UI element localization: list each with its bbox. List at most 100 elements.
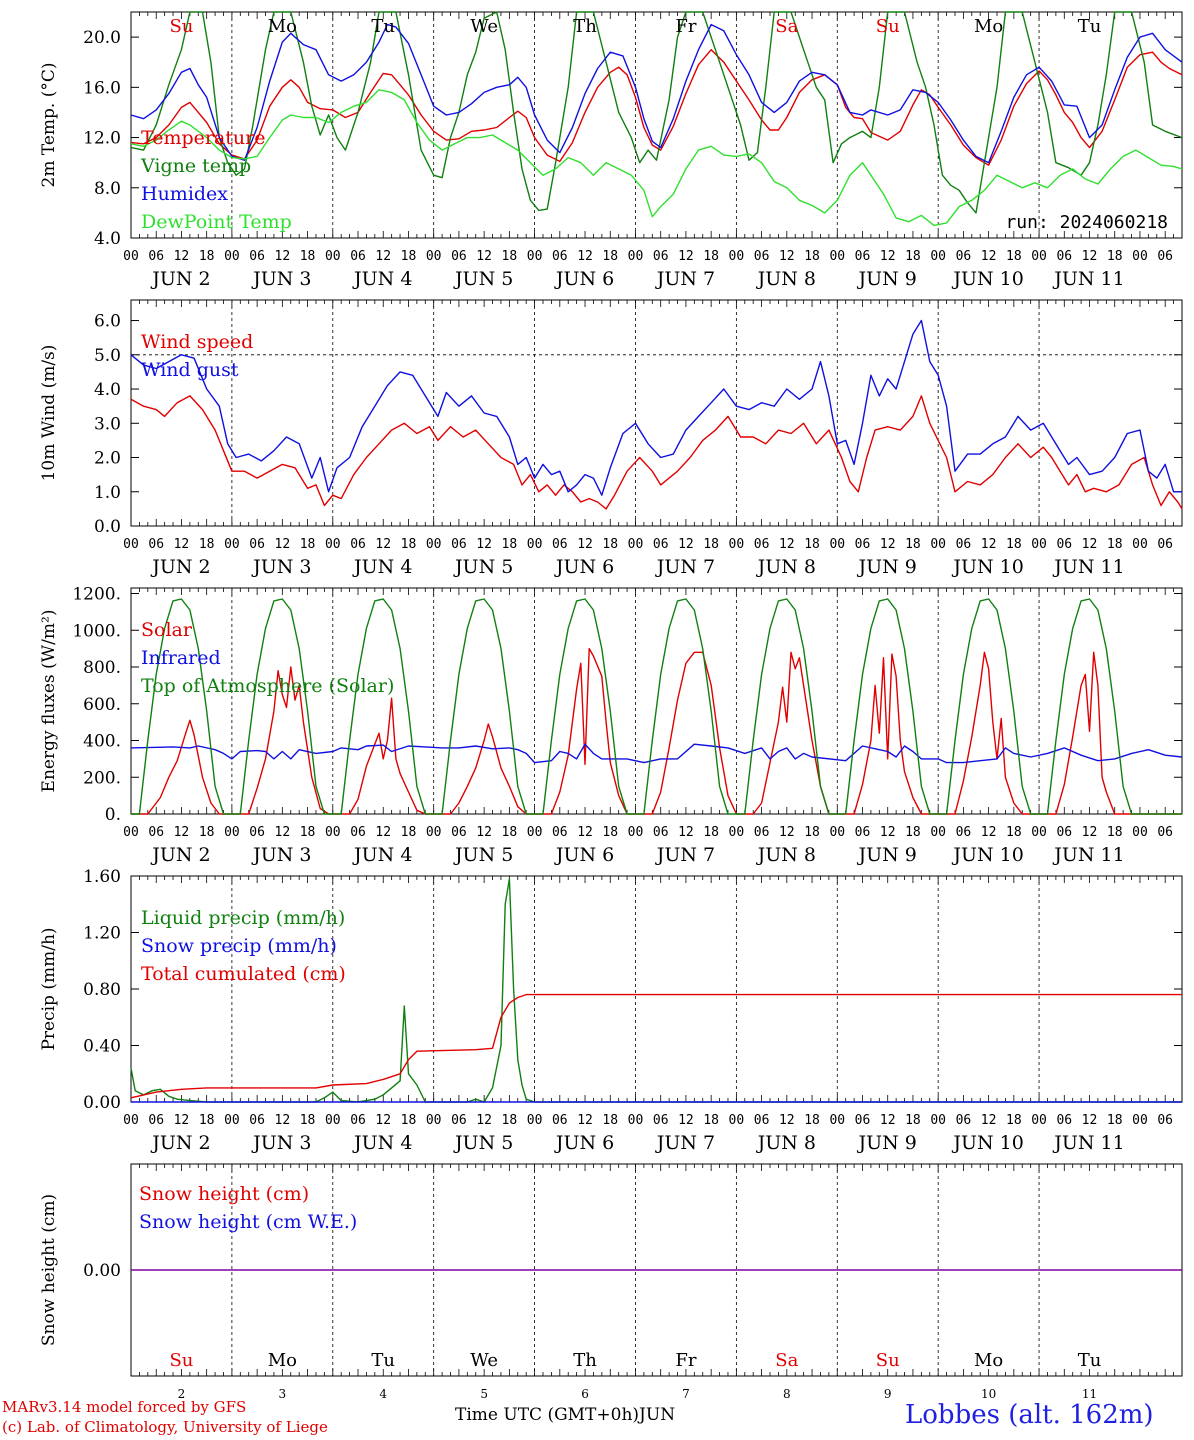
hour-tick-label: 18 [502, 249, 518, 264]
weekday-label-bottom: Tu [1078, 1350, 1102, 1371]
hour-tick-label: 18 [1107, 1113, 1123, 1128]
hour-tick-label: 06 [855, 537, 871, 552]
hour-tick-label: 18 [1006, 249, 1022, 264]
y-tick-label: 0.00 [83, 1261, 121, 1281]
hour-tick-label: 06 [956, 1113, 972, 1128]
hour-tick-label: 18 [804, 537, 820, 552]
hour-tick-label: 12 [577, 537, 593, 552]
hour-tick-label: 12 [275, 1113, 291, 1128]
hour-tick-label: 06 [249, 249, 265, 264]
hour-tick-label: 00 [123, 1113, 139, 1128]
y-tick-label: 200. [83, 768, 121, 788]
y-tick-label: 5.0 [94, 346, 121, 366]
hour-tick-label: 18 [804, 249, 820, 264]
weekday-label-top: Fr [675, 16, 696, 37]
hour-tick-label: 12 [577, 1113, 593, 1128]
plot-frame-2 [130, 587, 1183, 815]
day-number-label: 9 [884, 1387, 892, 1401]
day-number-label: 3 [279, 1387, 287, 1401]
hour-tick-label: 06 [754, 1113, 770, 1128]
hour-tick-label: 06 [1157, 249, 1173, 264]
hour-tick-label: 00 [426, 537, 442, 552]
hour-tick-label: 12 [678, 1113, 694, 1128]
hour-tick-label: 18 [199, 537, 215, 552]
y-tick-label: 0. [105, 805, 121, 825]
hour-tick-label: 18 [1107, 249, 1123, 264]
hour-tick-label: 18 [703, 537, 719, 552]
hour-tick-label: 00 [829, 825, 845, 840]
x-axis-title: Time UTC (GMT+0h)JUN [455, 1405, 675, 1425]
hour-tick-label: 06 [1157, 825, 1173, 840]
weekday-label-bottom: Th [573, 1350, 597, 1371]
hour-tick-label: 06 [653, 825, 669, 840]
hour-tick-label: 18 [401, 537, 417, 552]
hour-tick-label: 12 [476, 537, 492, 552]
hour-tick-label: 12 [174, 825, 190, 840]
date-label: JUN 9 [857, 268, 917, 290]
hour-tick-label: 00 [628, 537, 644, 552]
date-label: JUN 10 [951, 844, 1023, 866]
hour-tick-label: 18 [199, 825, 215, 840]
hour-tick-label: 12 [275, 825, 291, 840]
y-axis-label: Precip (mm/h) [39, 927, 59, 1050]
y-axis-label: 10m Wind (m/s) [39, 345, 59, 482]
series-line-solar [131, 647, 1182, 815]
hour-tick-label: 18 [502, 825, 518, 840]
date-label: JUN 11 [1052, 268, 1124, 290]
hour-tick-label: 18 [703, 1113, 719, 1128]
hour-tick-label: 12 [476, 1113, 492, 1128]
date-label: JUN 4 [352, 844, 412, 866]
hour-tick-label: 12 [174, 249, 190, 264]
weekday-label-bottom: Fr [675, 1350, 696, 1371]
hour-tick-label: 18 [502, 537, 518, 552]
y-axis-label: Snow height (cm) [39, 1194, 59, 1346]
hour-tick-label: 18 [401, 249, 417, 264]
y-tick-label: 1.20 [83, 924, 121, 944]
date-label: JUN 3 [251, 556, 311, 578]
date-label: JUN 7 [655, 1132, 715, 1154]
date-label: JUN 5 [453, 844, 513, 866]
hour-tick-label: 00 [1031, 825, 1047, 840]
hour-tick-label: 18 [905, 537, 921, 552]
model-footnote: MARv3.14 model forced by GFS [2, 1398, 247, 1416]
hour-tick-label: 06 [754, 249, 770, 264]
hour-tick-label: 06 [653, 249, 669, 264]
hour-tick-label: 00 [729, 249, 745, 264]
hour-tick-label: 12 [375, 249, 391, 264]
hour-tick-label: 12 [678, 537, 694, 552]
legend-entry: Vigne temp [140, 155, 251, 177]
hour-tick-label: 06 [1056, 249, 1072, 264]
hour-tick-label: 12 [880, 537, 896, 552]
plot-frame-0 [130, 11, 1183, 239]
credit-footnote: (c) Lab. of Climatology, University of L… [2, 1418, 328, 1436]
weekday-label-top: Mo [974, 16, 1003, 37]
hour-tick-label: 00 [1031, 537, 1047, 552]
hour-tick-label: 06 [1157, 1113, 1173, 1128]
hour-tick-label: 06 [1056, 1113, 1072, 1128]
hour-tick-label: 00 [628, 1113, 644, 1128]
hour-tick-label: 00 [930, 537, 946, 552]
hour-tick-label: 00 [123, 249, 139, 264]
hour-tick-label: 00 [224, 1113, 240, 1128]
hour-tick-label: 06 [552, 825, 568, 840]
hour-tick-label: 12 [779, 1113, 795, 1128]
y-tick-label: 12.0 [83, 129, 121, 149]
y-tick-label: 1.0 [94, 483, 121, 503]
hour-tick-label: 18 [905, 825, 921, 840]
run-label: run: 2024060218 [1005, 212, 1168, 233]
hour-tick-label: 06 [350, 825, 366, 840]
series-line-liquid-precip-mm-h- [130, 878, 1182, 1103]
hour-tick-label: 06 [653, 1113, 669, 1128]
hour-tick-label: 18 [401, 825, 417, 840]
weekday-label-top: Mo [268, 16, 297, 37]
y-tick-label: 3.0 [94, 414, 121, 434]
hour-tick-label: 18 [602, 1113, 618, 1128]
hour-tick-label: 18 [300, 249, 316, 264]
hour-tick-label: 06 [653, 537, 669, 552]
hour-tick-label: 06 [855, 249, 871, 264]
hour-tick-label: 06 [855, 1113, 871, 1128]
date-label: JUN 3 [251, 1132, 311, 1154]
y-tick-label: 1000. [72, 621, 121, 641]
hour-tick-label: 18 [1006, 825, 1022, 840]
weekday-label-bottom: Su [876, 1350, 900, 1371]
